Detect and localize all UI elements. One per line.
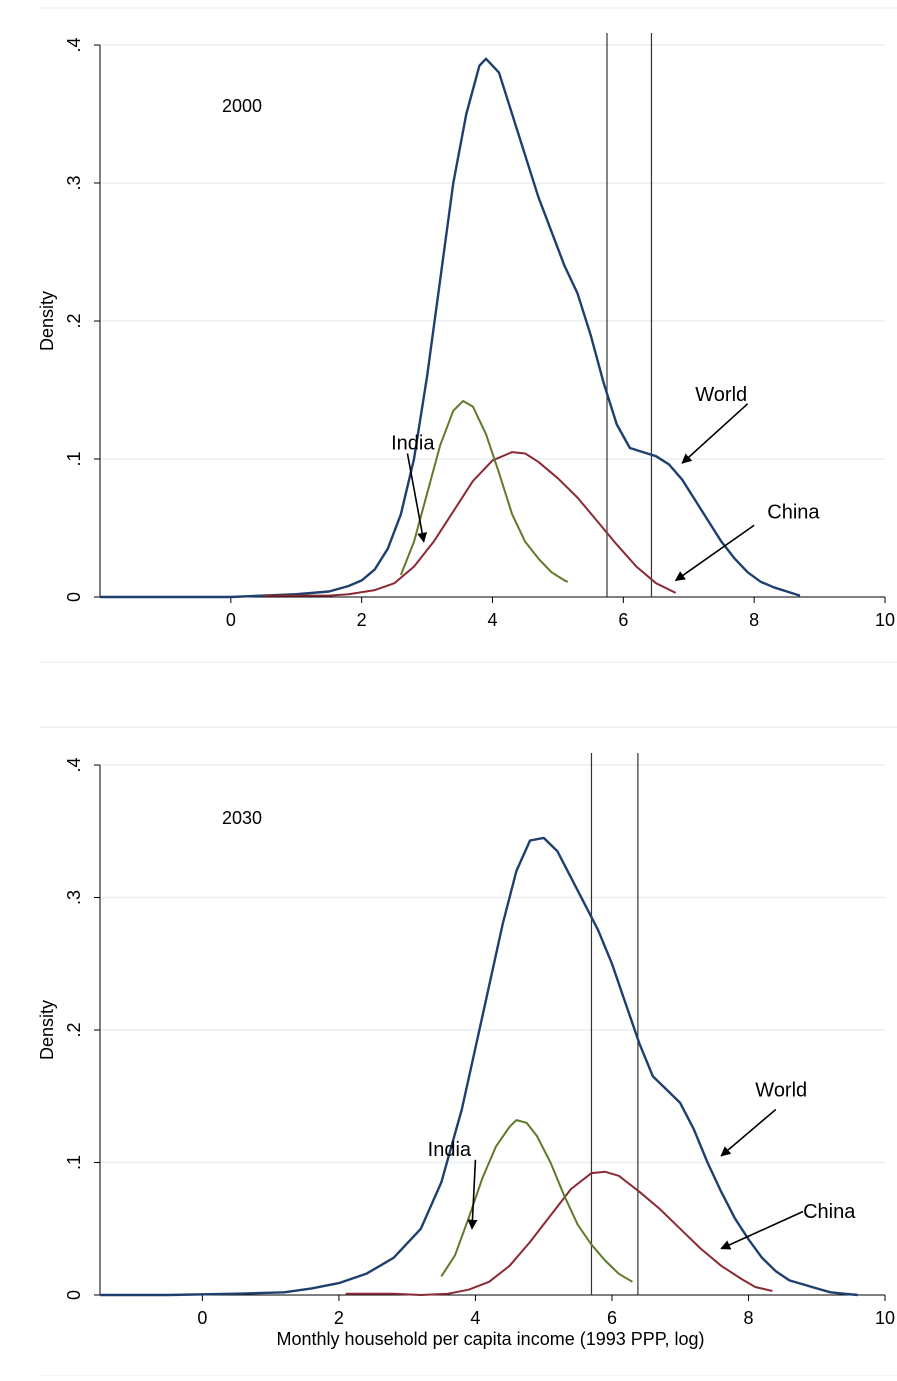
chart-panel-2000: 0 .1 .2 .3 .4 0 2 4 6 8 10 Density 2000 India World Chi… — [37, 7, 897, 663]
y-tick-label: .3 — [64, 890, 84, 905]
series-line-china — [345, 1170, 773, 1296]
x-tick-label: 2 — [357, 610, 367, 630]
series-line-india — [399, 400, 569, 583]
y-tick-label: .1 — [64, 1155, 84, 1170]
annotation-label-india: India — [428, 1139, 472, 1161]
x-axis-label: Monthly household per capita income (199… — [277, 1329, 705, 1349]
annotation-arrow-world — [720, 1108, 777, 1157]
series-line-india — [440, 1119, 633, 1283]
y-tick-label: 0 — [64, 592, 84, 602]
x-tick-label: 8 — [743, 1308, 753, 1328]
x-tick-label: 4 — [487, 610, 497, 630]
x-tick-label: 6 — [618, 610, 628, 630]
y-tick-label: 0 — [64, 1290, 84, 1300]
annotation-arrow-china — [720, 1210, 804, 1250]
annotation-label-china: China — [767, 501, 820, 523]
y-tick-label: .2 — [64, 313, 84, 328]
y-tick-label: .4 — [64, 757, 84, 772]
annotation-label-china: China — [803, 1201, 856, 1223]
x-tick-label: 0 — [226, 610, 236, 630]
annotation-label-world: World — [755, 1079, 807, 1101]
x-tick-label: 10 — [875, 610, 895, 630]
series-line-world — [100, 57, 801, 599]
panel-year-label: 2030 — [222, 808, 262, 828]
x-tick-label: 0 — [197, 1308, 207, 1328]
annotation-arrow-china — [674, 524, 755, 582]
x-tick-label: 10 — [875, 1308, 895, 1328]
annotation-arrow-world — [681, 403, 749, 464]
series-line-world — [100, 836, 858, 1297]
y-axis-label: Density — [37, 291, 57, 351]
y-tick-label: .2 — [64, 1022, 84, 1037]
y-tick-label: .3 — [64, 175, 84, 190]
y-axis-label: Density — [37, 1000, 57, 1060]
y-tick-label: .4 — [64, 37, 84, 52]
x-tick-label: 2 — [334, 1308, 344, 1328]
series-line-china — [263, 451, 677, 597]
panel-year-label: 2000 — [222, 96, 262, 116]
annotation-arrow-india — [467, 1159, 478, 1230]
annotation-arrow-india — [406, 453, 428, 543]
x-tick-label: 8 — [749, 610, 759, 630]
y-tick-label: .1 — [64, 451, 84, 466]
annotation-label-world: World — [695, 384, 747, 406]
x-tick-label: 6 — [607, 1308, 617, 1328]
annotation-label-india: India — [391, 432, 435, 454]
chart-panel-2030: 0 .1 .2 .3 .4 0 2 4 6 8 10 Density Monthly household… — [37, 726, 897, 1377]
x-tick-label: 4 — [470, 1308, 480, 1328]
